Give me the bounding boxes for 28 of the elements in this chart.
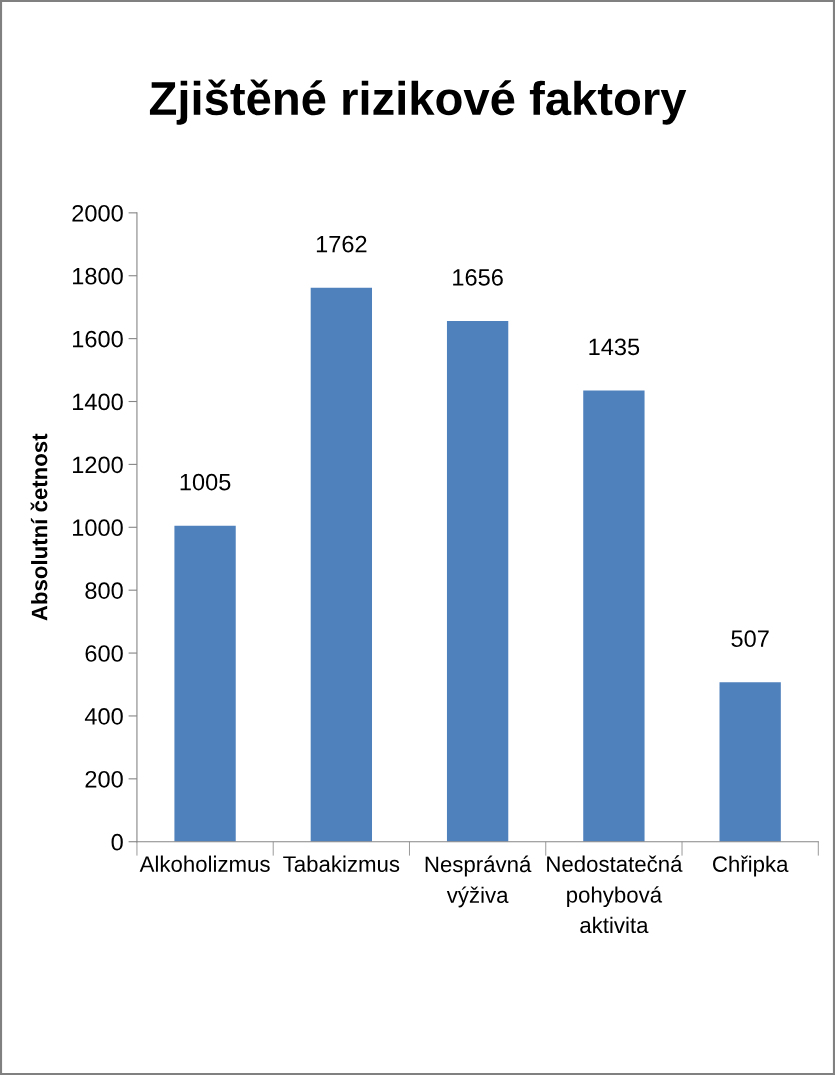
y-tick-label: 800 (85, 582, 123, 599)
bar (719, 682, 781, 842)
x-tick-label: Alkoholizmus (139, 855, 270, 872)
y-tick-label: 1800 (73, 267, 123, 285)
y-tick-label: 1200 (73, 456, 123, 474)
x-tick-label: Nesprávná výživa (425, 855, 532, 908)
y-tick-label: 1600 (73, 330, 123, 348)
y-tick-label: 1400 (73, 393, 123, 411)
bar (174, 525, 236, 842)
y-tick-label: 400 (84, 708, 123, 725)
bar (446, 321, 509, 842)
x-tick-label: Chřipka (713, 855, 789, 877)
x-tick-label: Nedostatečná pohybová aktivita (547, 855, 683, 934)
data-label: 507 (731, 630, 769, 648)
y-tick-label: 600 (85, 645, 123, 662)
y-tick-label: 200 (85, 770, 123, 788)
x-tick-label: Tabakizmus (283, 855, 400, 872)
y-tick-label: 0 (111, 833, 123, 851)
y-tick-label: 1000 (73, 519, 123, 537)
data-label: 1656 (453, 269, 503, 286)
bar (310, 287, 373, 842)
bar (583, 390, 645, 842)
data-label: 1005 (180, 473, 231, 491)
y-tick-label: 2000 (72, 204, 123, 222)
data-label: 1762 (316, 235, 367, 253)
data-label: 1435 (589, 338, 640, 356)
y-axis-title: Absolutní četnost (30, 433, 48, 621)
chart-title: Zjištěné rizikové faktory (149, 79, 687, 125)
